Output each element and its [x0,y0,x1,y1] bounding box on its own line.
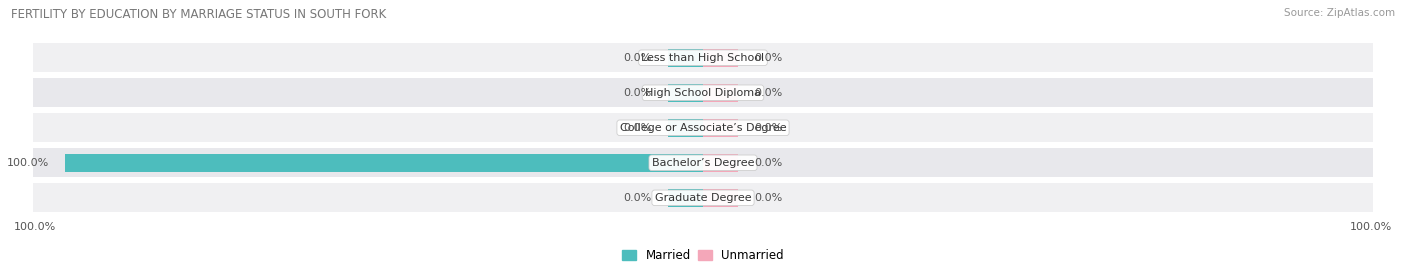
Bar [34,43,1372,72]
Text: 100.0%: 100.0% [7,158,49,168]
Text: 0.0%: 0.0% [624,123,652,133]
Legend: Married, Unmarried: Married, Unmarried [617,244,789,267]
Text: 0.0%: 0.0% [624,53,652,63]
Text: 0.0%: 0.0% [754,193,782,203]
Bar [668,84,703,102]
Bar [703,119,738,137]
Bar [34,148,1372,177]
Text: High School Diploma: High School Diploma [645,88,761,98]
Text: 0.0%: 0.0% [754,123,782,133]
Text: 0.0%: 0.0% [754,88,782,98]
Bar [34,183,1372,212]
Bar [668,189,703,207]
Text: 0.0%: 0.0% [754,158,782,168]
Text: Bachelor’s Degree: Bachelor’s Degree [652,158,754,168]
Bar [703,189,738,207]
Bar [34,114,1372,142]
Bar [65,154,703,172]
Text: 0.0%: 0.0% [624,88,652,98]
Text: Graduate Degree: Graduate Degree [655,193,751,203]
Bar [668,119,703,137]
Text: 0.0%: 0.0% [754,53,782,63]
Bar [34,78,1372,107]
Text: 100.0%: 100.0% [14,222,56,232]
Text: Source: ZipAtlas.com: Source: ZipAtlas.com [1284,8,1395,18]
Text: FERTILITY BY EDUCATION BY MARRIAGE STATUS IN SOUTH FORK: FERTILITY BY EDUCATION BY MARRIAGE STATU… [11,8,387,21]
Text: 0.0%: 0.0% [624,193,652,203]
Bar [703,154,738,172]
Text: Less than High School: Less than High School [641,53,765,63]
Text: 100.0%: 100.0% [1350,222,1392,232]
Bar [703,84,738,102]
Bar [703,49,738,67]
Bar [668,49,703,67]
Text: College or Associate’s Degree: College or Associate’s Degree [620,123,786,133]
